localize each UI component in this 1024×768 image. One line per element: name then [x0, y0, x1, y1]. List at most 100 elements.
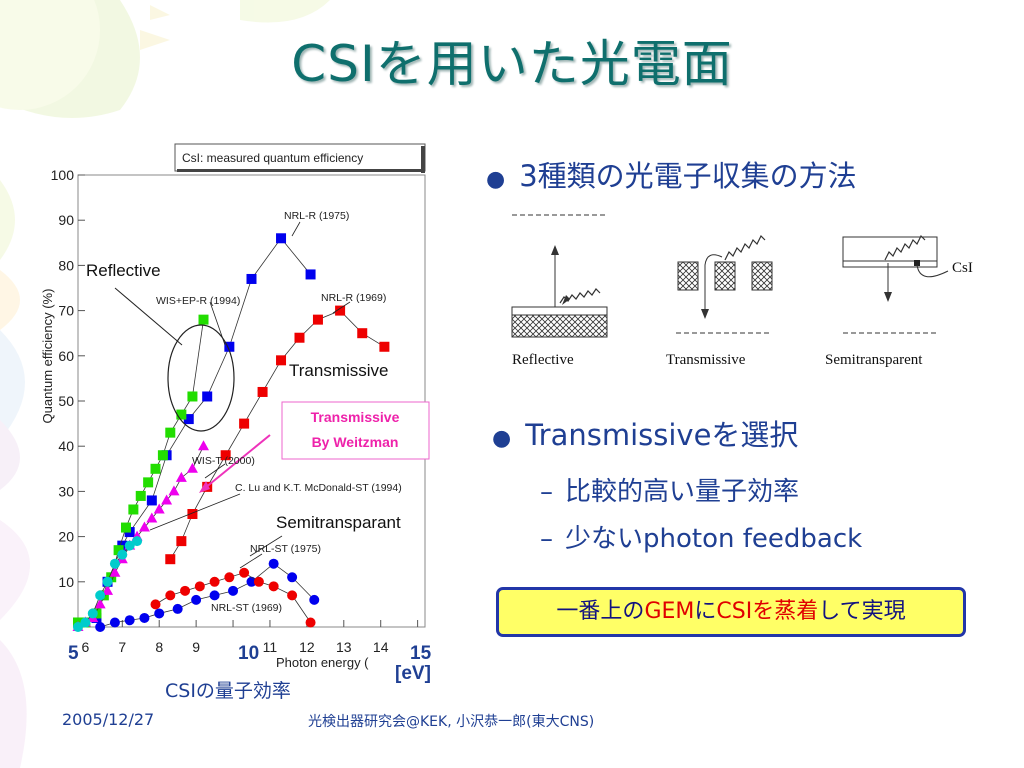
data-point: [87, 608, 98, 619]
data-point: [175, 471, 187, 482]
sub-bullet-low-feedback: – 少ないphoton feedback: [540, 524, 863, 554]
y-tick-label: 70: [58, 303, 74, 319]
series-line: [78, 319, 204, 623]
data-point: [154, 608, 165, 619]
data-point: [153, 503, 165, 514]
y-tick-label: 50: [58, 393, 74, 409]
data-point: [335, 305, 346, 316]
plot-frame: [77, 174, 426, 628]
series-5: [95, 558, 320, 632]
annotation-nrl-st-1969: NRL-ST (1969): [211, 602, 282, 614]
y-tick-label: 40: [58, 438, 74, 454]
data-point: [312, 314, 323, 325]
data-point: [161, 494, 173, 505]
data-point: [224, 341, 235, 352]
data-point: [73, 622, 83, 632]
data-point: [202, 391, 213, 402]
data-point: [209, 590, 220, 601]
data-point: [106, 572, 117, 583]
y-tick-label: 80: [58, 257, 74, 273]
annotation-weitzman-2: By Weitzman: [312, 434, 399, 450]
data-point: [168, 485, 180, 496]
annotation-nrl-st-1975: NRL-ST (1975): [250, 543, 321, 555]
data-point: [165, 554, 176, 565]
annotation-transmissive: Transmissive: [289, 361, 389, 380]
data-point: [146, 512, 158, 523]
bullet-choose-transmissive: ● Transmissiveを選択: [492, 418, 799, 452]
data-point: [109, 617, 120, 628]
data-point: [150, 463, 161, 474]
diagram-label-csi: CsI: [952, 260, 973, 276]
data-point: [150, 599, 161, 610]
data-point: [287, 590, 298, 601]
y-axis-label: Quantum efficiency (%): [40, 289, 55, 424]
data-point: [198, 314, 209, 325]
annotation-nrl-r-1969: NRL-R (1969): [321, 292, 386, 304]
x-tick-label: 11: [263, 639, 278, 655]
data-point: [132, 536, 143, 547]
footer-date: 2005/12/27: [62, 710, 155, 729]
data-point: [117, 549, 128, 560]
x-tick-label: 13: [336, 639, 352, 655]
annotation-weitzman-1: Transmissive: [311, 409, 400, 425]
data-point: [294, 332, 305, 343]
bullet-dot-icon: ●: [486, 167, 506, 192]
x-tick-label: 7: [118, 639, 126, 655]
y-tick-label: 60: [58, 348, 74, 364]
data-point: [124, 540, 135, 551]
data-point: [276, 233, 287, 244]
data-point: [109, 558, 120, 569]
data-point: [187, 509, 198, 519]
data-point: [165, 590, 176, 601]
data-point: [198, 440, 210, 451]
data-point: [95, 622, 106, 632]
data-point: [186, 462, 198, 473]
data-point: [187, 391, 198, 402]
data-point: [246, 273, 257, 284]
overlay-tick-5: 5: [68, 643, 79, 664]
data-point: [165, 427, 176, 438]
data-point: [95, 590, 106, 601]
data-point: [120, 522, 131, 533]
x-tick-label: 9: [192, 639, 200, 655]
data-point: [194, 581, 205, 592]
x-tick-label: 8: [155, 639, 163, 655]
data-point: [183, 414, 194, 425]
annotation-lu: C. Lu and K.T. McDonald-ST (1994): [235, 482, 402, 494]
data-point: [253, 576, 264, 587]
annotation-wis-ep-r: WIS+EP-R (1994): [156, 295, 240, 307]
diagram-label-reflective: Reflective: [512, 352, 574, 368]
bullet-dot-icon: ●: [492, 426, 512, 451]
annotation-wis-t: WIS-T (2000): [192, 455, 255, 467]
overlay-tick-15: 15: [410, 643, 432, 664]
data-point: [239, 418, 250, 429]
data-point: [113, 545, 124, 556]
bullet-collection-methods: ● 3種類の光電子収集の方法: [486, 159, 857, 193]
data-point: [305, 269, 316, 280]
data-point: [268, 558, 279, 569]
annotation-reflective: Reflective: [86, 261, 161, 280]
data-point: [135, 490, 146, 501]
data-point: [180, 585, 191, 596]
data-point: [176, 536, 187, 547]
data-point: [287, 572, 298, 583]
diagram-label-transmissive: Transmissive: [666, 352, 746, 368]
slide-title: CSIを用いた光電面: [291, 35, 733, 93]
x-axis-label: Photon energy (: [276, 655, 369, 670]
data-point: [276, 355, 287, 366]
x-axis-unit: [eV]: [395, 663, 431, 684]
photocathode-diagram: Reflective Transmissive CsI Semitranspar…: [511, 214, 973, 368]
data-point: [176, 409, 187, 420]
data-point: [224, 572, 235, 583]
data-point: [220, 450, 231, 461]
data-point: [109, 566, 121, 577]
y-tick-label: 100: [51, 167, 75, 183]
data-point: [102, 584, 114, 595]
data-point: [268, 581, 279, 592]
y-tick-label: 10: [58, 574, 74, 590]
diagram-label-semitransparent: Semitransparent: [825, 352, 923, 368]
conclusion-box: 一番上のGEMにCSIを蒸着して実現: [496, 587, 966, 637]
x-tick-label: 14: [373, 639, 389, 655]
data-point: [102, 576, 113, 587]
